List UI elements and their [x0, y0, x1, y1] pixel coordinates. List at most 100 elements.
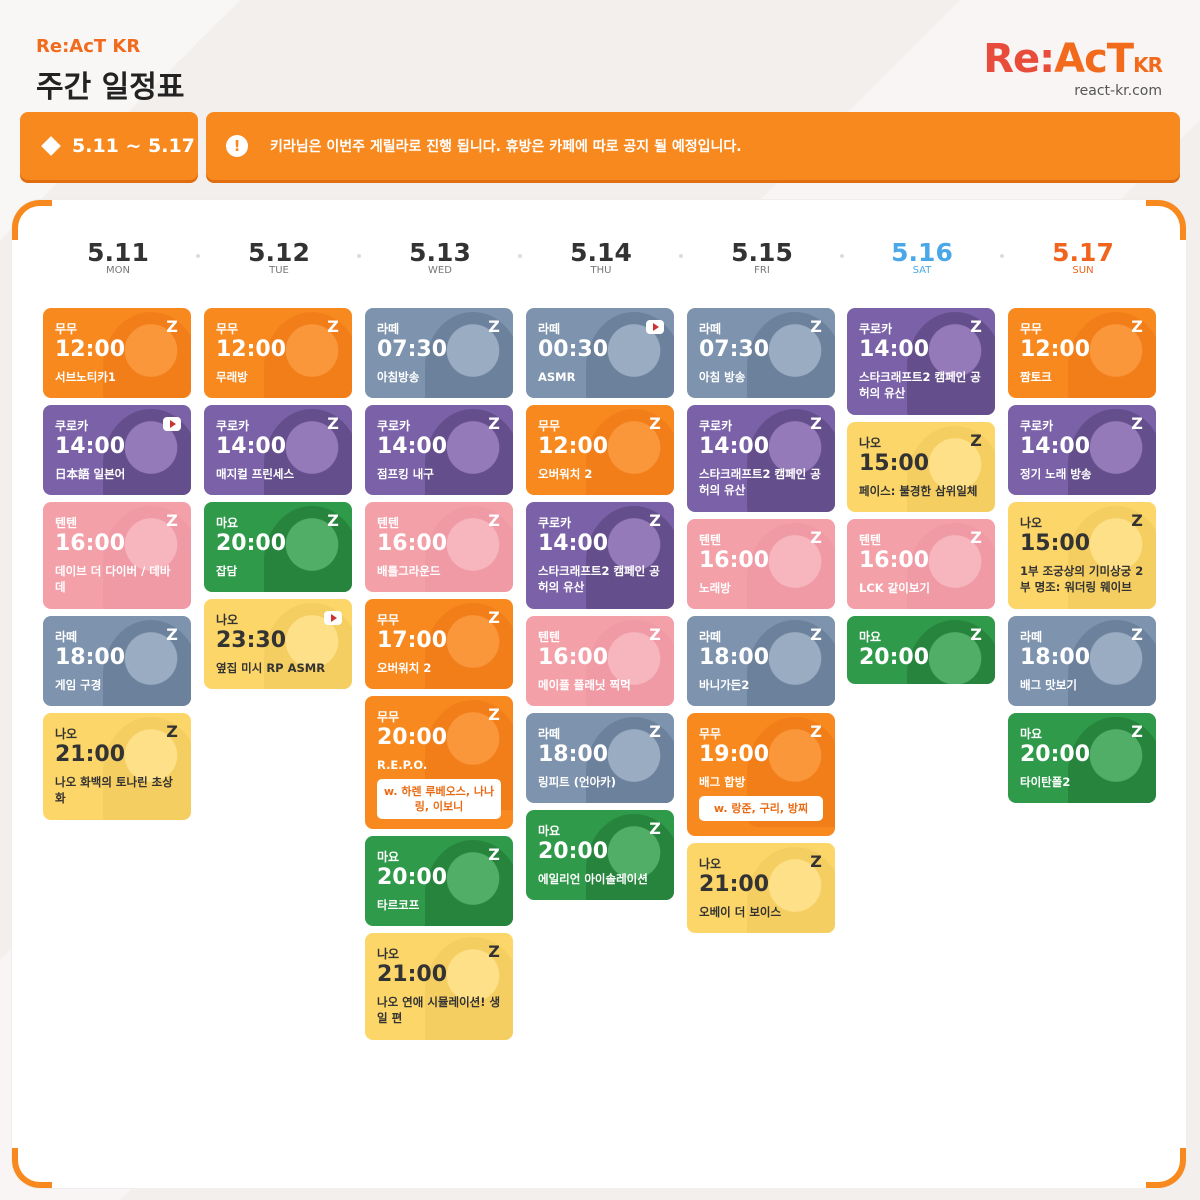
site-url[interactable]: react-kr.com — [1074, 83, 1162, 99]
chzzk-icon: Z — [327, 414, 339, 433]
chzzk-icon: Z — [166, 722, 178, 741]
schedule-card[interactable]: Z 쿠로카 14:00 매지컬 프린세스 — [204, 405, 352, 495]
schedule-card[interactable]: 쿠로카 14:00 日本語 일본어 — [43, 405, 191, 495]
stream-time: 23:30 — [216, 628, 287, 653]
schedule-card[interactable]: 라떼 00:30 ASMR — [526, 308, 674, 398]
schedule-card[interactable]: Z 마요 20:00 에일리언 아이솔레이션 — [526, 810, 674, 900]
schedule-card[interactable]: Z 쿠로카 14:00 스타크래프트2 캠페인 공허의 유산 — [687, 405, 835, 512]
streamer-name: 텐텐 — [377, 516, 400, 530]
schedule-card[interactable]: Z 무무 20:00 R.E.P.O. w. 하렌 루베오스, 나나링, 이보니 — [365, 696, 513, 829]
stream-time: 14:00 — [699, 434, 770, 459]
stream-title: 무래방 — [216, 370, 248, 384]
schedule-card[interactable]: Z 라떼 07:30 아침방송 — [365, 308, 513, 398]
schedule-card[interactable]: Z 라떼 18:00 게임 구경 — [43, 616, 191, 706]
stream-title: R.E.P.O. — [377, 758, 428, 772]
chzzk-icon: Z — [649, 819, 661, 838]
stream-title: 짬토크 — [1020, 370, 1052, 384]
streamer-name: 텐텐 — [699, 533, 722, 547]
stream-time: 15:00 — [1020, 531, 1091, 556]
schedule-card[interactable]: Z 마요 20:00 타르코프 — [365, 836, 513, 926]
schedule-card[interactable]: Z 텐텐 16:00 노래방 — [687, 519, 835, 609]
schedule-card[interactable]: Z 무무 12:00 서브노티카1 — [43, 308, 191, 398]
day-weekday: TUE — [269, 265, 289, 276]
schedule-card[interactable]: Z 무무 12:00 무래방 — [204, 308, 352, 398]
streamer-name: 마요 — [377, 850, 400, 864]
stream-title: 스타크래프트2 캠페인 공허의 유산 — [859, 370, 981, 400]
schedule-card[interactable]: Z 무무 12:00 짬토크 — [1008, 308, 1156, 398]
stream-time: 21:00 — [55, 742, 126, 767]
stream-title: 타이탄폴2 — [1020, 775, 1071, 789]
corner-decoration — [1146, 200, 1186, 240]
schedule-card[interactable]: Z 텐텐 16:00 데이브 더 다이버 / 데바데 — [43, 502, 191, 609]
schedule-card[interactable]: Z 나오 21:00 나오 화백의 토나린 초상화 — [43, 713, 191, 820]
stream-title: 서브노티카1 — [55, 370, 116, 384]
react-logo[interactable]: Re:AcTKR — [983, 36, 1163, 82]
stream-time: 12:00 — [55, 337, 126, 362]
day-column-sun: 5.17 SUN Z 무무 12:00 짬토크 Z 쿠로카 14:00 정기 노래 방송 Z 나오 15… — [1008, 238, 1158, 810]
streamer-name: 라떼 — [538, 322, 561, 336]
stream-time: 18:00 — [1020, 645, 1091, 670]
streamer-avatar — [1068, 312, 1156, 398]
stream-time: 21:00 — [699, 872, 770, 897]
day-header: 5.15 FRI — [687, 238, 837, 308]
streamer-avatar — [747, 312, 835, 398]
schedule-card[interactable]: Z 마요 20:00 — [847, 616, 995, 684]
chzzk-icon: Z — [970, 528, 982, 547]
schedule-card[interactable]: Z 라떼 18:00 배그 맛보기 — [1008, 616, 1156, 706]
chzzk-icon: Z — [327, 317, 339, 336]
brand-name: Re:AcT KR — [36, 36, 141, 57]
streamer-avatar — [586, 814, 674, 900]
streamer-avatar — [425, 603, 513, 689]
stream-title: 바니가든2 — [699, 678, 750, 692]
schedule-card[interactable]: Z 무무 17:00 오버워치 2 — [365, 599, 513, 689]
stream-title: 오베이 더 보이스 — [699, 905, 782, 919]
stream-title: 점프킹 내구 — [377, 467, 434, 481]
streamer-name: 나오 — [699, 857, 722, 871]
notice-text: 키라님은 이번주 게릴라로 진행 됩니다. 휴방은 카페에 따로 공지 될 예정… — [270, 139, 742, 155]
streamer-name: 무무 — [699, 727, 722, 741]
day-column-mon: 5.11 MON Z 무무 12:00 서브노티카1 쿠로카 14:00 日本語 일본어 Z 텐텐 1… — [43, 238, 193, 827]
chzzk-icon: Z — [166, 317, 178, 336]
stream-time: 20:00 — [216, 531, 287, 556]
day-separator-dot — [1000, 254, 1004, 258]
day-weekday: MON — [106, 265, 130, 276]
schedule-card[interactable]: 나오 23:30 옆집 미시 RP ASMR — [204, 599, 352, 689]
schedule-card[interactable]: Z 라떼 18:00 바니가든2 — [687, 616, 835, 706]
chzzk-icon: Z — [649, 625, 661, 644]
stream-time: 20:00 — [377, 865, 448, 890]
schedule-card[interactable]: Z 마요 20:00 잡담 — [204, 502, 352, 592]
streamer-name: 무무 — [55, 322, 78, 336]
schedule-card[interactable]: Z 마요 20:00 타이탄폴2 — [1008, 713, 1156, 803]
corner-decoration — [12, 1148, 52, 1188]
schedule-card[interactable]: Z 나오 21:00 나오 연애 시뮬레이션! 생일 편 — [365, 933, 513, 1040]
streamer-name: 텐텐 — [538, 630, 561, 644]
schedule-card[interactable]: Z 나오 21:00 오베이 더 보이스 — [687, 843, 835, 933]
stream-time: 18:00 — [699, 645, 770, 670]
schedule-card[interactable]: Z 무무 12:00 오버워치 2 — [526, 405, 674, 495]
schedule-card[interactable]: Z 무무 19:00 배그 합방 w. 랑준, 구리, 방찌 — [687, 713, 835, 836]
schedule-card[interactable]: Z 쿠로카 14:00 스타크래프트2 캠페인 공허의 유산 — [526, 502, 674, 609]
chzzk-icon: Z — [649, 511, 661, 530]
stream-time: 16:00 — [538, 645, 609, 670]
streamer-avatar — [425, 312, 513, 398]
schedule-card[interactable]: Z 쿠로카 14:00 스타크래프트2 캠페인 공허의 유산 — [847, 308, 995, 415]
schedule-card[interactable]: Z 텐텐 16:00 메이플 플래닛 찍먹 — [526, 616, 674, 706]
streamer-name: 쿠로카 — [377, 419, 411, 433]
schedule-card[interactable]: Z 텐텐 16:00 배틀그라운드 — [365, 502, 513, 592]
schedule-card[interactable]: Z 라떼 07:30 아침 방송 — [687, 308, 835, 398]
date-range-banner: 5.11 ~ 5.17 — [20, 112, 198, 180]
schedule-card[interactable]: Z 쿠로카 14:00 정기 노래 방송 — [1008, 405, 1156, 495]
streamer-name: 라떼 — [699, 630, 722, 644]
schedule-card[interactable]: Z 라떼 18:00 링피트 (언아카) — [526, 713, 674, 803]
streamer-avatar — [103, 506, 191, 609]
streamer-avatar — [425, 409, 513, 495]
schedule-card[interactable]: Z 나오 15:00 1부 조궁상의 기미상궁 2부 명조: 워더링 웨이브 — [1008, 502, 1156, 609]
schedule-card[interactable]: Z 텐텐 16:00 LCK 같이보기 — [847, 519, 995, 609]
schedule-card[interactable]: Z 나오 15:00 페이스: 불경한 삼위일체 — [847, 422, 995, 512]
schedule-card[interactable]: Z 쿠로카 14:00 점프킹 내구 — [365, 405, 513, 495]
chzzk-icon: Z — [970, 625, 982, 644]
stream-title: 오버워치 2 — [538, 467, 593, 481]
streamer-name: 무무 — [216, 322, 239, 336]
streamer-name: 나오 — [377, 947, 400, 961]
day-separator-dot — [679, 254, 683, 258]
